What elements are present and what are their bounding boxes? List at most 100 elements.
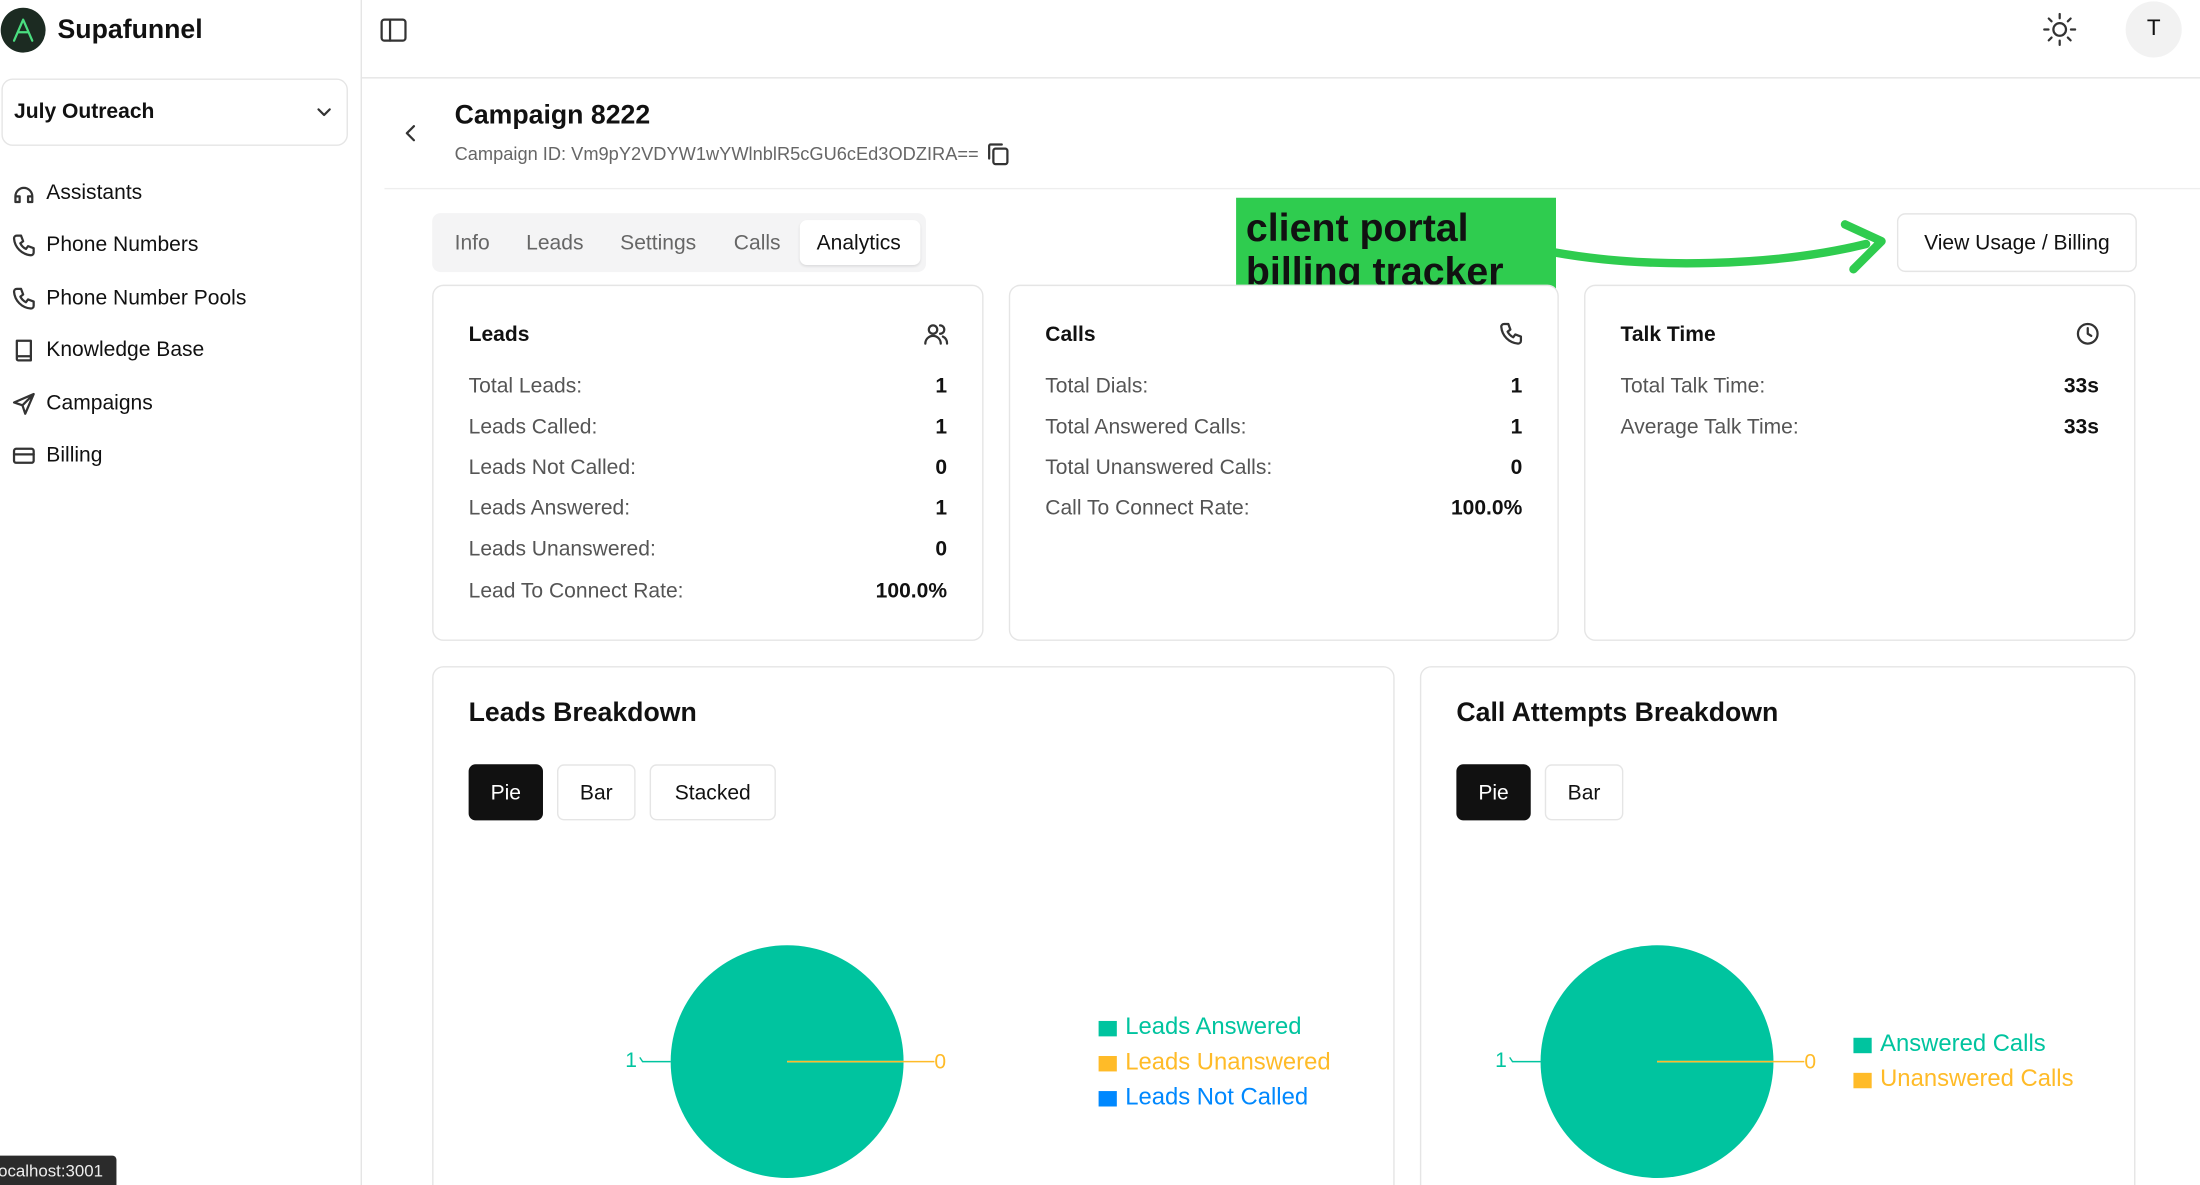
tab[interactable]: Calls [733, 231, 781, 256]
legend-swatch [1098, 1056, 1117, 1072]
card-title: Leads [468, 322, 530, 347]
topbar-border [360, 77, 2200, 79]
back-button[interactable] [401, 123, 421, 143]
card-title: Talk Time [1620, 322, 1716, 347]
workspace-name: July Outreach [14, 99, 155, 124]
nav-icon [12, 235, 35, 257]
chart-type-button[interactable]: Bar [1544, 764, 1624, 821]
stat-value: 1 [935, 415, 948, 440]
legend-label: Leads Unanswered [1125, 1048, 1330, 1075]
chart-type-button[interactable]: Stacked [649, 764, 776, 821]
legend-swatch [1098, 1091, 1117, 1107]
stat-label: Total Leads: [468, 374, 583, 399]
stat-value: 0 [935, 456, 948, 480]
status-url: localhost:3001 [0, 1161, 103, 1181]
chart-title: Leads Breakdown [468, 698, 697, 728]
copy-button[interactable] [986, 142, 1010, 166]
tab[interactable]: Analytics [816, 231, 901, 256]
tab[interactable]: Leads [526, 231, 584, 256]
label-leader [1509, 1057, 1541, 1063]
legend-swatch [1853, 1037, 1872, 1054]
billing-button-label: View Usage / Billing [1924, 231, 2110, 256]
stat-label: Lead To Connect Rate: [468, 578, 684, 603]
nav-icon [12, 447, 35, 464]
brand: Supafunnel [57, 15, 203, 45]
campaign-title: Campaign 8222 [454, 100, 651, 131]
stat-value: 1 [935, 496, 948, 521]
nav-item[interactable]: Knowledge Base [46, 338, 205, 363]
avatar[interactable] [2125, 1, 2182, 58]
stat-value: 1 [1510, 374, 1523, 399]
stat-value: 1 [1510, 415, 1523, 440]
stat-label: Leads Unanswered: [468, 537, 656, 562]
stat-value: 1 [935, 374, 948, 399]
stat-card [1008, 284, 1559, 641]
stat-label: Call To Connect Rate: [1045, 496, 1250, 521]
legend-swatch [1098, 1020, 1117, 1037]
legend-label: Unanswered Calls [1880, 1065, 2073, 1092]
nav-icon [12, 392, 35, 415]
stat-value: 100.0% [875, 578, 948, 603]
stat-label: Total Answered Calls: [1045, 415, 1247, 440]
chart-type-button[interactable]: Pie [1456, 764, 1531, 821]
stat-card [432, 284, 984, 641]
stat-label: Leads Not Called: [468, 456, 636, 480]
card-icon [1500, 322, 1523, 345]
pie-value-label: 0 [934, 1051, 946, 1074]
legend-label: Answered Calls [1880, 1030, 2046, 1057]
nav-item[interactable]: Assistants [46, 180, 143, 205]
active-tab-bg [799, 220, 921, 266]
campaign-id: Campaign ID: Vm9pY2VDYW1wYWlnblR5cGU6cEd… [454, 143, 979, 165]
nav-icon [14, 186, 34, 204]
stat-label: Average Talk Time: [1620, 415, 1799, 440]
pie-value-label: 1 [1495, 1049, 1507, 1072]
stat-label: Leads Answered: [468, 496, 631, 521]
chart-type-button[interactable]: Pie [468, 764, 543, 821]
nav-item[interactable]: Campaigns [46, 390, 153, 415]
legend-label: Leads Answered [1125, 1013, 1301, 1040]
nav-icon [12, 287, 35, 310]
stat-value: 0 [935, 537, 948, 562]
stat-label: Total Unanswered Calls: [1045, 456, 1273, 480]
card-title: Calls [1045, 322, 1096, 347]
chart-title: Call Attempts Breakdown [1456, 698, 1779, 728]
header-divider [384, 187, 2200, 190]
label-leader [639, 1057, 671, 1063]
logo [0, 7, 46, 53]
chart-card [1419, 666, 2136, 1185]
tab[interactable]: Settings [620, 231, 697, 256]
stat-label: Leads Called: [468, 415, 598, 440]
legend-label: Leads Not Called [1125, 1083, 1308, 1110]
legend-swatch [1853, 1072, 1872, 1089]
nav-item[interactable]: Phone Number Pools [46, 285, 247, 310]
chevron-down [317, 108, 331, 117]
avatar-initial: T [2146, 16, 2161, 41]
annotation-arrow [1550, 220, 1886, 274]
nav-icon [15, 339, 32, 362]
chart-type-button[interactable]: Bar [557, 764, 636, 821]
workspace-select[interactable] [1, 78, 348, 146]
stat-value: 100.0% [1450, 496, 1523, 521]
sidebar-toggle[interactable] [380, 17, 407, 44]
card-icon [2076, 322, 2099, 345]
stat-label: Total Dials: [1045, 374, 1149, 399]
billing-button[interactable] [1896, 213, 2137, 273]
stat-value: 33s [2063, 415, 2099, 440]
nav-item[interactable]: Billing [46, 443, 103, 467]
chart-card [432, 666, 1395, 1185]
status-bar: localhost:3001 [0, 1155, 117, 1185]
nav-item[interactable]: Phone Numbers [46, 233, 199, 258]
tab[interactable]: Info [454, 231, 490, 256]
pie-value-label: 0 [1804, 1051, 1816, 1074]
annotation-text: client portal [1245, 206, 1469, 250]
theme-toggle[interactable] [2043, 12, 2077, 47]
card-icon [924, 324, 949, 345]
stat-value: 33s [2063, 374, 2099, 399]
sidebar [0, 0, 362, 1185]
stat-value: 0 [1510, 456, 1523, 480]
stat-label: Total Talk Time: [1620, 374, 1766, 399]
